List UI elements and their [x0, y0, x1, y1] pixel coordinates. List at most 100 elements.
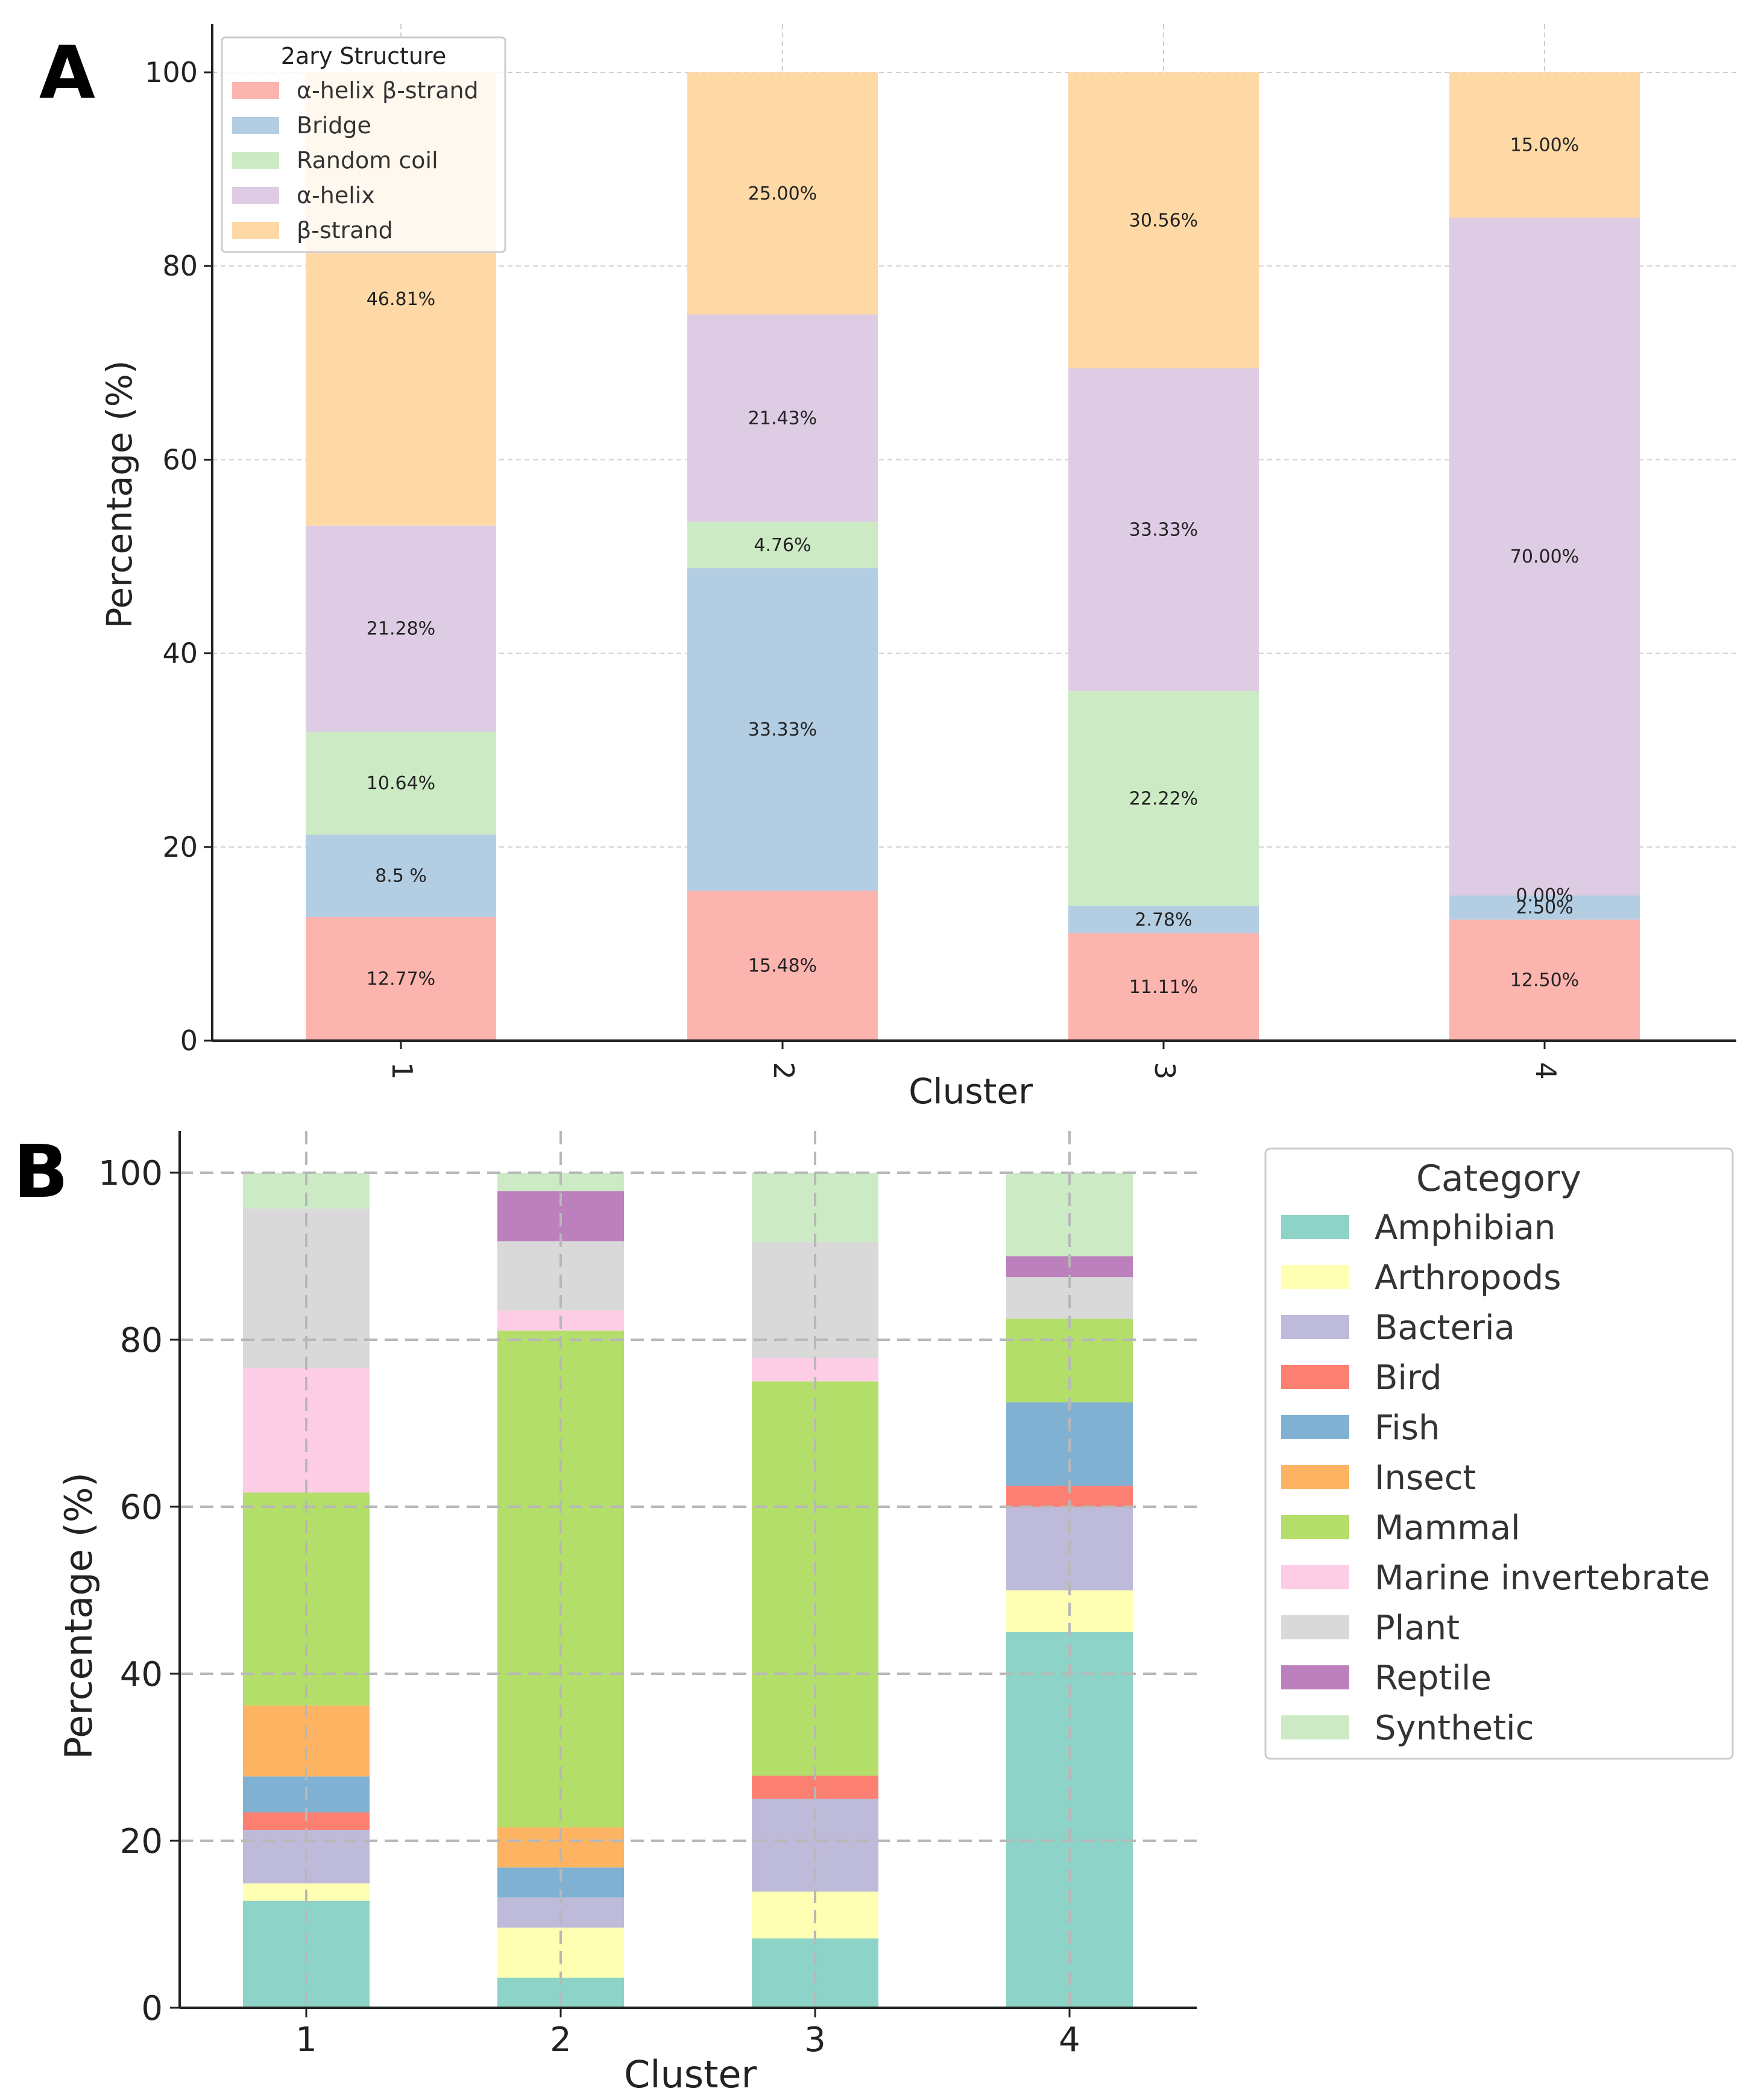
panel-b-ytick-label: 40 — [120, 1655, 163, 1694]
panel-a-bar-helix-strand-cluster-1 — [306, 916, 496, 1041]
panel-a-data-label: 46.81% — [367, 289, 435, 310]
panel-a-xtick-label: 3 — [1148, 1062, 1181, 1079]
panel-b-label: B — [13, 1130, 68, 1214]
panel-a-bar-bridge-cluster-2 — [687, 568, 878, 891]
panel-a-data-label: 10.64% — [367, 773, 435, 794]
panel-a-ytick-label: 0 — [180, 1024, 198, 1057]
panel-b-legend-swatch-mammal — [1281, 1515, 1349, 1539]
panel-a-ytick-label: 60 — [162, 443, 198, 476]
panel-a-data-label: 2.50% — [1516, 897, 1573, 918]
panel-b-legend-frame — [1264, 1147, 1734, 1760]
panel-a-legend-swatch-random-coil — [232, 152, 279, 169]
panel-a-data-label: 11.11% — [1129, 977, 1198, 998]
panel-a-bar-helix-cluster-2 — [687, 314, 878, 522]
panel-a-xtick-label: 2 — [767, 1062, 800, 1079]
panel-b-legend-swatch-amphibian — [1281, 1215, 1349, 1239]
panel-b-legend-swatch-bacteria — [1281, 1315, 1349, 1339]
panel-a-ytick-label: 80 — [162, 250, 198, 282]
panel-a-legend-label-bridge: Bridge — [297, 112, 371, 139]
panel-a-bar-bridge-cluster-3 — [1068, 906, 1259, 933]
panel-b-legend-label-bacteria: Bacteria — [1375, 1308, 1515, 1348]
panel-b-legend-swatch-synthetic — [1281, 1715, 1349, 1739]
panel-a-bar-bridge-cluster-4 — [1449, 895, 1640, 920]
panel-b-chart: B Cluster Percentage (%) 1 2 3 402040608010… — [13, 1130, 1734, 2096]
panel-b-xtick-label: 3 — [804, 2020, 826, 2060]
panel-b-legend-swatch-reptile — [1281, 1665, 1349, 1689]
panel-a-legend-swatch-helix — [232, 187, 279, 204]
panel-b-legend-label-marine-invertebrate: Marine invertebrate — [1375, 1559, 1710, 1598]
panel-a-ytick-label: 20 — [162, 831, 198, 863]
panel-a-legend-frame — [221, 36, 506, 253]
panel-b-xtick-label: 4 — [1059, 2020, 1080, 2060]
panel-a-data-label: 15.00% — [1510, 134, 1579, 156]
panel-b-ylabel: Percentage (%) — [57, 1472, 101, 1759]
panel-a-data-label: 70.00% — [1510, 546, 1579, 567]
panel-a-bar-random-coil-cluster-2 — [687, 522, 878, 569]
panel-a-bar-strand-cluster-3 — [1068, 72, 1259, 368]
panel-b-legend-label-synthetic: Synthetic — [1375, 1709, 1534, 1748]
panel-a-data-label: 12.77% — [367, 968, 435, 989]
panel-b-legend-label-fish: Fish — [1375, 1408, 1440, 1448]
panel-b-legend-label-reptile: Reptile — [1375, 1659, 1492, 1698]
panel-a-bar-random-coil-cluster-3 — [1068, 691, 1259, 906]
panel-a-bar-helix-strand-cluster-2 — [687, 891, 878, 1041]
panel-b-legend-title: Category — [1416, 1158, 1581, 1200]
panel-b-legend-swatch-plant — [1281, 1615, 1349, 1639]
panel-a-bar-helix-strand-cluster-3 — [1068, 933, 1259, 1041]
panel-a-bar-helix-cluster-3 — [1068, 368, 1259, 692]
panel-b-ytick-label: 0 — [141, 1989, 163, 2028]
panel-a-bars — [306, 72, 1640, 1041]
panel-b-legend-label-insect: Insect — [1375, 1458, 1476, 1498]
panel-a-bar-helix-strand-cluster-4 — [1449, 919, 1640, 1041]
panel-a-legend-label-helix-strand: α-helix β-strand — [297, 77, 479, 104]
panel-b-grid — [180, 1131, 1197, 2008]
panel-a-bar-strand-cluster-4 — [1449, 72, 1640, 218]
panel-b-legend-label-mammal: Mammal — [1375, 1509, 1520, 1548]
panel-a-legend-label-helix: α-helix — [297, 182, 375, 209]
panel-a-legend-label-strand: β-strand — [297, 217, 393, 244]
panel-a-axes: 0 20 40 60 80 100 1 2 3 4 — [145, 24, 1736, 1080]
panel-a-bar-strand-cluster-2 — [687, 72, 878, 315]
panel-b-ytick-label: 60 — [120, 1488, 163, 1527]
panel-b-bar-mammal-cluster-2 — [497, 1330, 624, 1827]
panel-a-data-label: 0.00% — [1516, 885, 1573, 906]
panel-a-bar-labels: 12.77% 8.5 % 10.64% 21.28% 46.81% 15.48% 33.33… — [367, 134, 1579, 997]
panel-a-data-label: 15.48% — [748, 956, 817, 977]
panel-a-data-label: 21.43% — [748, 408, 817, 429]
panel-a-bar-helix-cluster-4 — [1449, 217, 1640, 896]
panel-a-bar-helix-cluster-1 — [306, 525, 496, 732]
panel-a-xtick-label: 1 — [386, 1062, 418, 1079]
panel-a-data-label: 4.76% — [754, 535, 811, 556]
panel-a-data-label: 33.33% — [748, 719, 817, 740]
panel-b-ytick-label: 100 — [98, 1154, 163, 1193]
panel-b-ytick-label: 80 — [120, 1321, 163, 1360]
panel-a-legend-swatch-helix-strand — [232, 82, 279, 99]
panel-b-legend: Category Amphibian Arthropods Bacteria Bird… — [1264, 1147, 1734, 1760]
panel-a-legend-swatch-strand — [232, 222, 279, 239]
panel-b-xtick-label: 2 — [550, 2020, 572, 2060]
panel-a-legend-title: 2ary Structure — [281, 43, 446, 69]
panel-b-legend-label-plant: Plant — [1375, 1609, 1460, 1648]
panel-a-data-label: 2.78% — [1135, 909, 1192, 930]
panel-a-bar-random-coil-cluster-1 — [306, 731, 496, 835]
panel-a-legend-swatch-bridge — [232, 117, 279, 134]
panel-b-xtick-label: 1 — [295, 2020, 317, 2060]
panel-b-legend-swatch-arthropods — [1281, 1265, 1349, 1289]
panel-a-ytick-label: 100 — [145, 56, 198, 89]
panel-a-bar-bridge-cluster-1 — [306, 834, 496, 917]
panel-a-data-label: 12.50% — [1510, 970, 1579, 991]
panel-a-chart: A 12.77% 8.5 % 10.64% 21.28% 46.81% 15.48% 33.… — [39, 24, 1736, 1112]
panel-a-data-label: 33.33% — [1129, 519, 1198, 540]
panel-b-legend-swatch-insect — [1281, 1465, 1349, 1489]
panel-b-legend-swatch-fish — [1281, 1415, 1349, 1439]
panel-a-data-label: 8.5 % — [375, 866, 427, 887]
panel-b-legend-label-arthropods: Arthropods — [1375, 1258, 1561, 1298]
panel-a-ylabel: Percentage (%) — [99, 360, 140, 628]
panel-b-ytick-label: 20 — [120, 1822, 163, 1861]
panel-a-legend: 2ary Structure α-helix β-strand Bridge Ran… — [221, 36, 506, 253]
panel-b-legend-label-bird: Bird — [1375, 1358, 1442, 1398]
panel-b-xlabel: Cluster — [624, 2052, 757, 2096]
panel-a-data-label: 25.00% — [748, 183, 817, 204]
